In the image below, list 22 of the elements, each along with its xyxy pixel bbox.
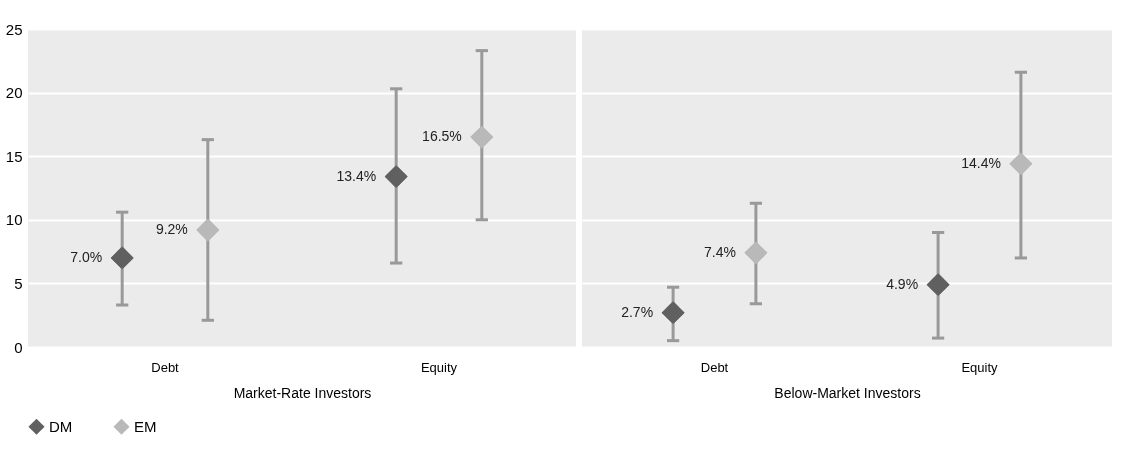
x-tick-label: Debt xyxy=(700,359,729,375)
y-tick-label: 5 xyxy=(14,274,23,292)
y-tick-label: 15 xyxy=(5,147,23,165)
data-label: 7.4% xyxy=(703,243,736,260)
legend-label: DM xyxy=(49,417,73,435)
data-label: 7.0% xyxy=(70,248,103,265)
x-tick-label: Equity xyxy=(420,359,458,375)
data-label: 14.4% xyxy=(961,154,1001,171)
data-label: 16.5% xyxy=(422,128,462,145)
x-tick-label: Equity xyxy=(961,359,999,375)
x-axis-title: Market-Rate Investors xyxy=(233,384,372,401)
data-label: 4.9% xyxy=(886,275,919,292)
data-label: 13.4% xyxy=(336,167,377,184)
y-tick-label: 0 xyxy=(14,338,23,356)
x-axis-title: Below-Market Investors xyxy=(774,384,921,401)
y-tick-label: 20 xyxy=(5,84,23,102)
legend-label: EM xyxy=(134,417,157,435)
data-label: 9.2% xyxy=(155,220,188,237)
y-tick-label: 10 xyxy=(5,211,23,229)
y-tick-label: 25 xyxy=(5,20,23,38)
x-tick-label: Debt xyxy=(151,359,180,375)
data-label: 2.7% xyxy=(621,303,654,320)
